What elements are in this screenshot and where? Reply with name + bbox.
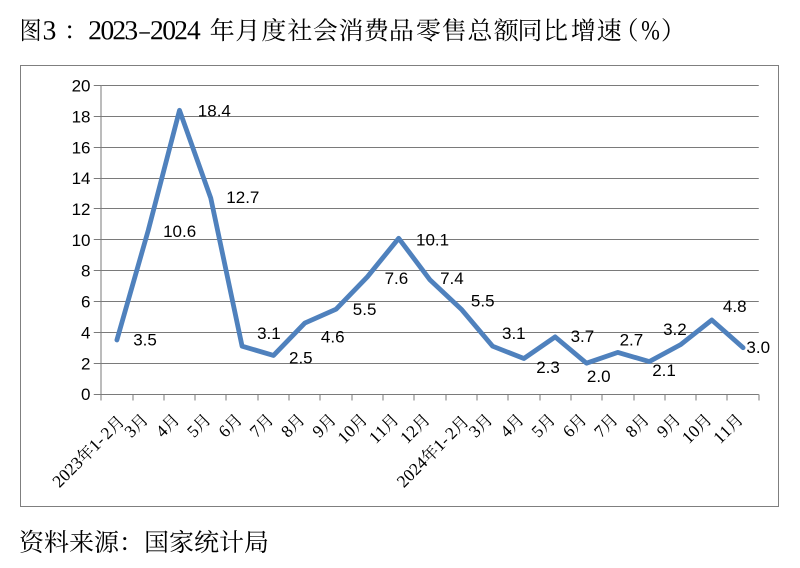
svg-text:3.0: 3.0 (746, 338, 770, 357)
svg-text:3.5: 3.5 (133, 331, 157, 350)
svg-text:18.4: 18.4 (198, 101, 231, 120)
svg-text:3.1: 3.1 (502, 324, 526, 343)
svg-text:4.6: 4.6 (321, 327, 345, 346)
svg-text:0: 0 (81, 385, 90, 404)
svg-text:12: 12 (72, 200, 91, 219)
svg-text:12.7: 12.7 (226, 188, 259, 207)
svg-text:2.3: 2.3 (536, 358, 560, 377)
svg-text:4: 4 (81, 323, 90, 342)
svg-text:3.1: 3.1 (257, 324, 281, 343)
svg-text:3.2: 3.2 (663, 320, 687, 339)
svg-text:2.1: 2.1 (652, 361, 676, 380)
svg-text:2: 2 (81, 354, 90, 373)
svg-text:10.6: 10.6 (163, 222, 196, 241)
svg-text:10.1: 10.1 (416, 230, 449, 249)
svg-text:16: 16 (72, 138, 91, 157)
svg-text:8: 8 (81, 262, 90, 281)
svg-text:2.7: 2.7 (620, 331, 644, 350)
svg-text:4.8: 4.8 (723, 297, 747, 316)
svg-text:14: 14 (72, 169, 91, 188)
svg-text:2.0: 2.0 (587, 367, 611, 386)
svg-text:7.6: 7.6 (385, 269, 409, 288)
svg-text:18: 18 (72, 108, 91, 127)
svg-text:5.5: 5.5 (471, 292, 495, 311)
svg-text:20: 20 (72, 77, 91, 96)
svg-text:6: 6 (81, 293, 90, 312)
svg-text:7.4: 7.4 (440, 269, 464, 288)
svg-text:10: 10 (72, 231, 91, 250)
svg-text:3.7: 3.7 (571, 327, 595, 346)
svg-text:2.5: 2.5 (289, 349, 313, 368)
svg-text:5.5: 5.5 (353, 300, 377, 319)
